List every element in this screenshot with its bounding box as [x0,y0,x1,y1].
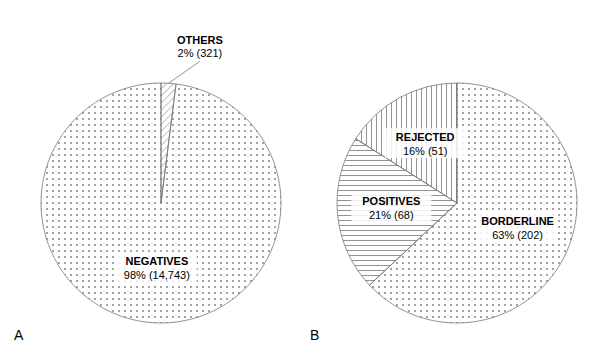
html-text:B: B [310,327,320,343]
svg-text:BORDERLINE: BORDERLINE [481,215,554,227]
svg-text:NEGATIVES: NEGATIVES [125,255,188,267]
svg-text:OTHERS: OTHERS [177,34,223,46]
svg-text:21% (68): 21% (68) [369,209,414,221]
svg-text:98% (14,743): 98% (14,743) [124,269,190,281]
svg-text:POSITIVES: POSITIVES [362,195,420,207]
svg-text:63% (202): 63% (202) [492,229,543,241]
svg-text:16% (51): 16% (51) [403,145,448,157]
svg-text:2% (321): 2% (321) [178,47,223,59]
svg-text:REJECTED: REJECTED [396,131,455,143]
html-text:A: A [14,327,24,343]
